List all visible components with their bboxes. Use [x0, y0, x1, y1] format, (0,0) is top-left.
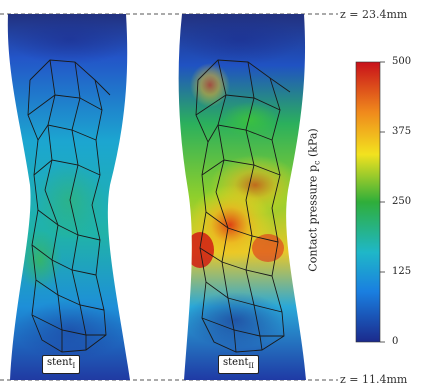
vessel-stent-2 — [178, 14, 306, 380]
stent-2-label-text: stent — [223, 357, 249, 368]
z-bottom-label: z = 11.4mm — [340, 373, 408, 386]
colorbar-tick-0: 0 — [392, 336, 399, 347]
colorbar-title: Contact pressure pc (kPa) — [306, 128, 321, 271]
stent-2-label-sub: II — [248, 362, 255, 370]
colorbar-tick-250: 250 — [392, 196, 412, 207]
stent-1-mesh — [27, 59, 111, 353]
stent-2-label: stentII — [218, 355, 260, 374]
stent-1-label-text: stent — [47, 357, 73, 368]
colorbar-tick-375: 375 — [392, 126, 412, 137]
colorbar-ticks — [380, 61, 385, 343]
stent-2-mesh — [195, 59, 291, 353]
colorbar-title-sub: c — [312, 160, 322, 166]
colorbar-title-text: Contact pressure p — [306, 165, 320, 272]
colorbar-tick-500: 500 — [392, 56, 412, 67]
vessel-stent-1 — [7, 14, 131, 380]
stent-1-label: stentI — [42, 355, 81, 374]
colorbar-title-unit: (kPa) — [306, 128, 320, 161]
colorbar — [355, 61, 381, 343]
colorbar-tick-125: 125 — [392, 266, 412, 277]
z-top-label: z = 23.4mm — [340, 8, 408, 21]
stent-1-label-sub: I — [72, 362, 76, 370]
